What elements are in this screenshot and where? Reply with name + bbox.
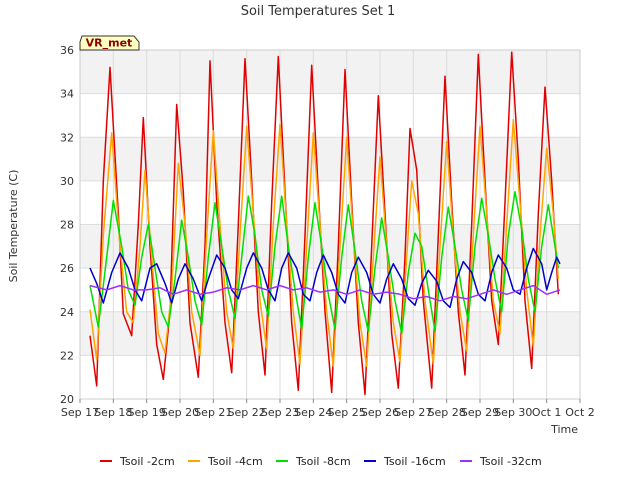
y-tick-label: 28	[60, 219, 74, 232]
series-line-2	[89, 119, 560, 368]
legend-label: Tsoil -16cm	[383, 455, 446, 468]
x-tick-label: Sep 17	[61, 406, 99, 419]
series-lines	[89, 51, 561, 396]
series-line-5	[89, 284, 561, 302]
y-axis-label: Soil Temperature (C)	[7, 170, 20, 283]
y-tick-label: 30	[60, 175, 74, 188]
y-tick-label: 34	[60, 88, 74, 101]
y-tick-label: 20	[60, 393, 74, 406]
y-tick-label: 22	[60, 349, 74, 362]
y-tick-label: 24	[60, 306, 74, 319]
x-tick-label: Sep 21	[194, 406, 232, 419]
chart-title: Soil Temperatures Set 1	[241, 4, 396, 19]
x-tick-label: Sep 24	[294, 406, 332, 419]
y-tick-label: 26	[60, 262, 74, 275]
x-tick-label: Sep 22	[228, 406, 266, 419]
badge-label: VR_met	[86, 37, 133, 50]
x-tick-label: Sep 18	[94, 406, 132, 419]
x-axis-label: Time	[550, 423, 578, 436]
x-tick-label: Sep 27	[394, 406, 432, 419]
badge-box	[79, 35, 140, 51]
legend-label: Tsoil -4cm	[207, 455, 263, 468]
x-tick-label: Sep 20	[161, 406, 199, 419]
x-tick-label: Oct 1	[532, 406, 562, 419]
x-tick-label: Sep 30	[494, 406, 532, 419]
legend-item-5: Tsoil -32cm	[460, 455, 542, 468]
legend-label: Tsoil -2cm	[119, 455, 175, 468]
legend-item-2: Tsoil -4cm	[188, 455, 263, 468]
series-line-3	[89, 191, 560, 335]
legend-label: Tsoil -8cm	[295, 455, 351, 468]
legend-item-4: Tsoil -16cm	[364, 455, 446, 468]
y-tick-label: 36	[60, 44, 74, 57]
x-tick-label: Sep 29	[461, 406, 499, 419]
y-axis-ticks: 20 22 24 26 28 30 32 34 36	[60, 44, 74, 406]
plot-band	[80, 137, 580, 181]
legend-label: Tsoil -32cm	[479, 455, 542, 468]
x-tick-label: Sep 28	[428, 406, 466, 419]
x-tick-label: Sep 23	[261, 406, 299, 419]
plot-band	[80, 50, 580, 94]
station-badge: VR_met	[79, 35, 140, 51]
x-tick-label: Sep 26	[361, 406, 399, 419]
legend-item-3: Tsoil -8cm	[276, 455, 351, 468]
x-tick-label: Oct 2	[565, 406, 595, 419]
legend: Tsoil -2cm Tsoil -4cm Tsoil -8cm Tsoil -16c…	[100, 455, 542, 468]
x-tick-label: Sep 19	[128, 406, 166, 419]
x-tick-label: Sep 25	[328, 406, 366, 419]
legend-item-1: Tsoil -2cm	[100, 455, 175, 468]
series-line-4	[89, 247, 561, 309]
plot-frame	[79, 49, 581, 400]
series-line-1	[89, 51, 560, 396]
y-tick-label: 32	[60, 131, 74, 144]
